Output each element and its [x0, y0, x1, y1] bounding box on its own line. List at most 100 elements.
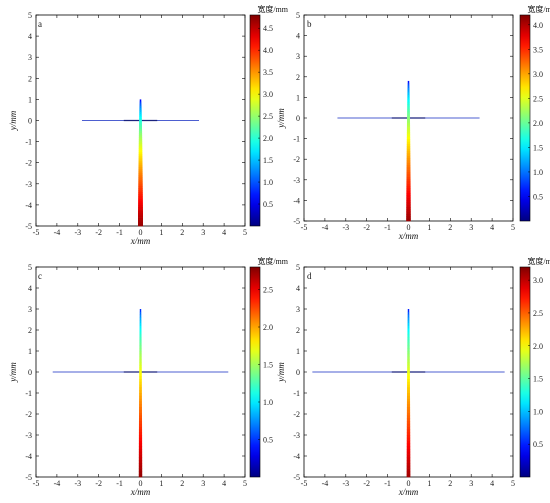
- crack-segment: [138, 460, 143, 464]
- crack-segment: [138, 162, 143, 166]
- crack-segment: [407, 90, 410, 93]
- y-tick-label: -3: [293, 431, 300, 440]
- crack-segment: [407, 345, 410, 349]
- crack-segment: [406, 153, 411, 156]
- x-tick-label: -1: [384, 223, 391, 232]
- crack-segment: [139, 342, 142, 346]
- y-tick-label: -2: [25, 159, 32, 168]
- crack-segment: [139, 379, 142, 383]
- crack-segment: [139, 124, 142, 128]
- crack-segment: [139, 390, 142, 394]
- y-tick-label: 0: [296, 368, 300, 377]
- crack-segment: [139, 339, 142, 343]
- x-axis-label: x/mm: [130, 487, 151, 497]
- colorbar-tick-label: 0.5: [263, 200, 273, 209]
- crack-segment: [406, 421, 411, 425]
- crack-segment: [138, 468, 143, 472]
- crack-segment: [407, 331, 410, 335]
- crack-segment: [407, 373, 410, 377]
- crack-segment: [138, 219, 143, 223]
- crack-segment: [407, 320, 410, 324]
- y-tick-label: 1: [28, 347, 32, 356]
- y-tick-label: 3: [28, 305, 32, 314]
- crack-segment: [407, 379, 410, 383]
- crack-segment: [406, 412, 411, 416]
- crack-segment: [138, 156, 143, 159]
- crack-segment: [407, 323, 410, 327]
- crack-segment: [407, 99, 410, 103]
- crack-segment: [138, 185, 143, 189]
- chart-panel-c: -5 -4 -3 -2 -1 0 1 2 3 4 5 -5 -4 -3 -2 -1 0 1 2 3 4 5 x/mm y/mm…: [8, 256, 289, 497]
- crack-segment: [138, 435, 143, 439]
- crack-segment: [407, 356, 410, 360]
- crack-segment: [138, 449, 143, 453]
- crack-segment: [138, 213, 143, 216]
- crack-segment: [139, 415, 142, 419]
- x-tick-label: 3: [469, 479, 473, 488]
- crack-segment: [138, 451, 143, 455]
- y-tick-label: 2: [28, 74, 32, 83]
- crack-segment: [406, 176, 411, 180]
- crack-segment: [139, 359, 142, 363]
- y-tick-label: 0: [296, 114, 300, 123]
- crack-segment: [138, 160, 143, 163]
- crack-segment: [406, 218, 411, 222]
- x-tick-label: -2: [95, 228, 102, 237]
- colorbar-title: 宽度/mm: [257, 256, 288, 266]
- crack-segment: [139, 314, 142, 318]
- crack-segment: [139, 116, 142, 119]
- x-tick-label: 4: [222, 228, 226, 237]
- colorbar-tick-label: 2.5: [263, 286, 273, 295]
- x-tick-label: 3: [201, 479, 205, 488]
- crack-segment: [139, 334, 142, 338]
- crack-segment: [138, 135, 143, 138]
- colorbar-tick-label: 0.5: [533, 192, 543, 201]
- panel-letter: d: [307, 271, 312, 281]
- crack-segment: [139, 407, 142, 411]
- colorbar-tick-label: 0.5: [263, 436, 273, 445]
- x-tick-label: 2: [180, 479, 184, 488]
- crack-segment: [406, 162, 411, 166]
- crack-segment: [406, 122, 411, 126]
- chart-panel-a: -5 -4 -3 -2 -1 0 1 2 3 4 5 -5 -4 -3 -2 -1 0 1 2 3 4 5 x/mm y/mm…: [8, 4, 289, 246]
- x-axis-label: x/mm: [130, 236, 151, 246]
- crack-segment: [138, 418, 143, 422]
- y-tick-label: 5: [28, 263, 32, 272]
- x-tick-label: -3: [74, 228, 81, 237]
- crack-segment: [139, 311, 142, 315]
- crack-segment: [407, 367, 410, 371]
- crack-segment: [407, 85, 410, 89]
- crack-segment: [139, 309, 142, 313]
- crack-segment: [406, 167, 411, 170]
- crack-segment: [407, 359, 410, 363]
- colorbar-tick-label: 3.0: [533, 276, 543, 285]
- crack-segment: [407, 381, 410, 385]
- crack-segment: [407, 325, 410, 329]
- colorbar-title: 宽度/mm: [527, 4, 550, 14]
- crack-segment: [139, 384, 142, 388]
- crack-segment: [139, 120, 142, 123]
- colorbar-tick-label: 4.0: [263, 46, 273, 55]
- crack-segment: [407, 314, 410, 318]
- crack-segment: [138, 432, 143, 436]
- crack-segment: [406, 155, 411, 159]
- crack-segment: [406, 134, 411, 138]
- x-tick-label: 3: [469, 223, 473, 232]
- y-tick-label: 3: [28, 53, 32, 62]
- crack-segment: [138, 175, 143, 178]
- crack-segment: [406, 132, 411, 135]
- crack-segment: [138, 128, 143, 132]
- crack-segment: [406, 449, 411, 453]
- crack-segment: [139, 109, 142, 113]
- crack-segment: [406, 150, 411, 154]
- y-tick-label: 3: [296, 305, 300, 314]
- crack-segment: [138, 196, 143, 199]
- crack-segment: [406, 185, 411, 189]
- crack-segment: [406, 143, 411, 147]
- crack-segment: [138, 440, 143, 444]
- colorbar: [249, 14, 261, 227]
- crack-segment: [406, 202, 411, 205]
- crack-segment: [138, 429, 143, 433]
- colorbar-tick-label: 3.5: [263, 68, 273, 77]
- x-tick-label: -4: [322, 479, 329, 488]
